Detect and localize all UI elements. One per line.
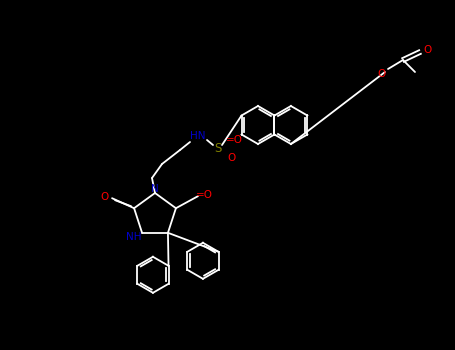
Text: N: N xyxy=(151,184,159,194)
Text: =O: =O xyxy=(226,135,243,145)
Text: HN: HN xyxy=(190,131,206,141)
Text: O: O xyxy=(377,69,385,79)
Text: O: O xyxy=(424,45,432,55)
Text: =O: =O xyxy=(196,190,212,200)
Text: NH: NH xyxy=(126,232,142,242)
Text: O: O xyxy=(100,192,108,202)
Text: S: S xyxy=(214,141,222,154)
Text: O: O xyxy=(228,153,236,163)
